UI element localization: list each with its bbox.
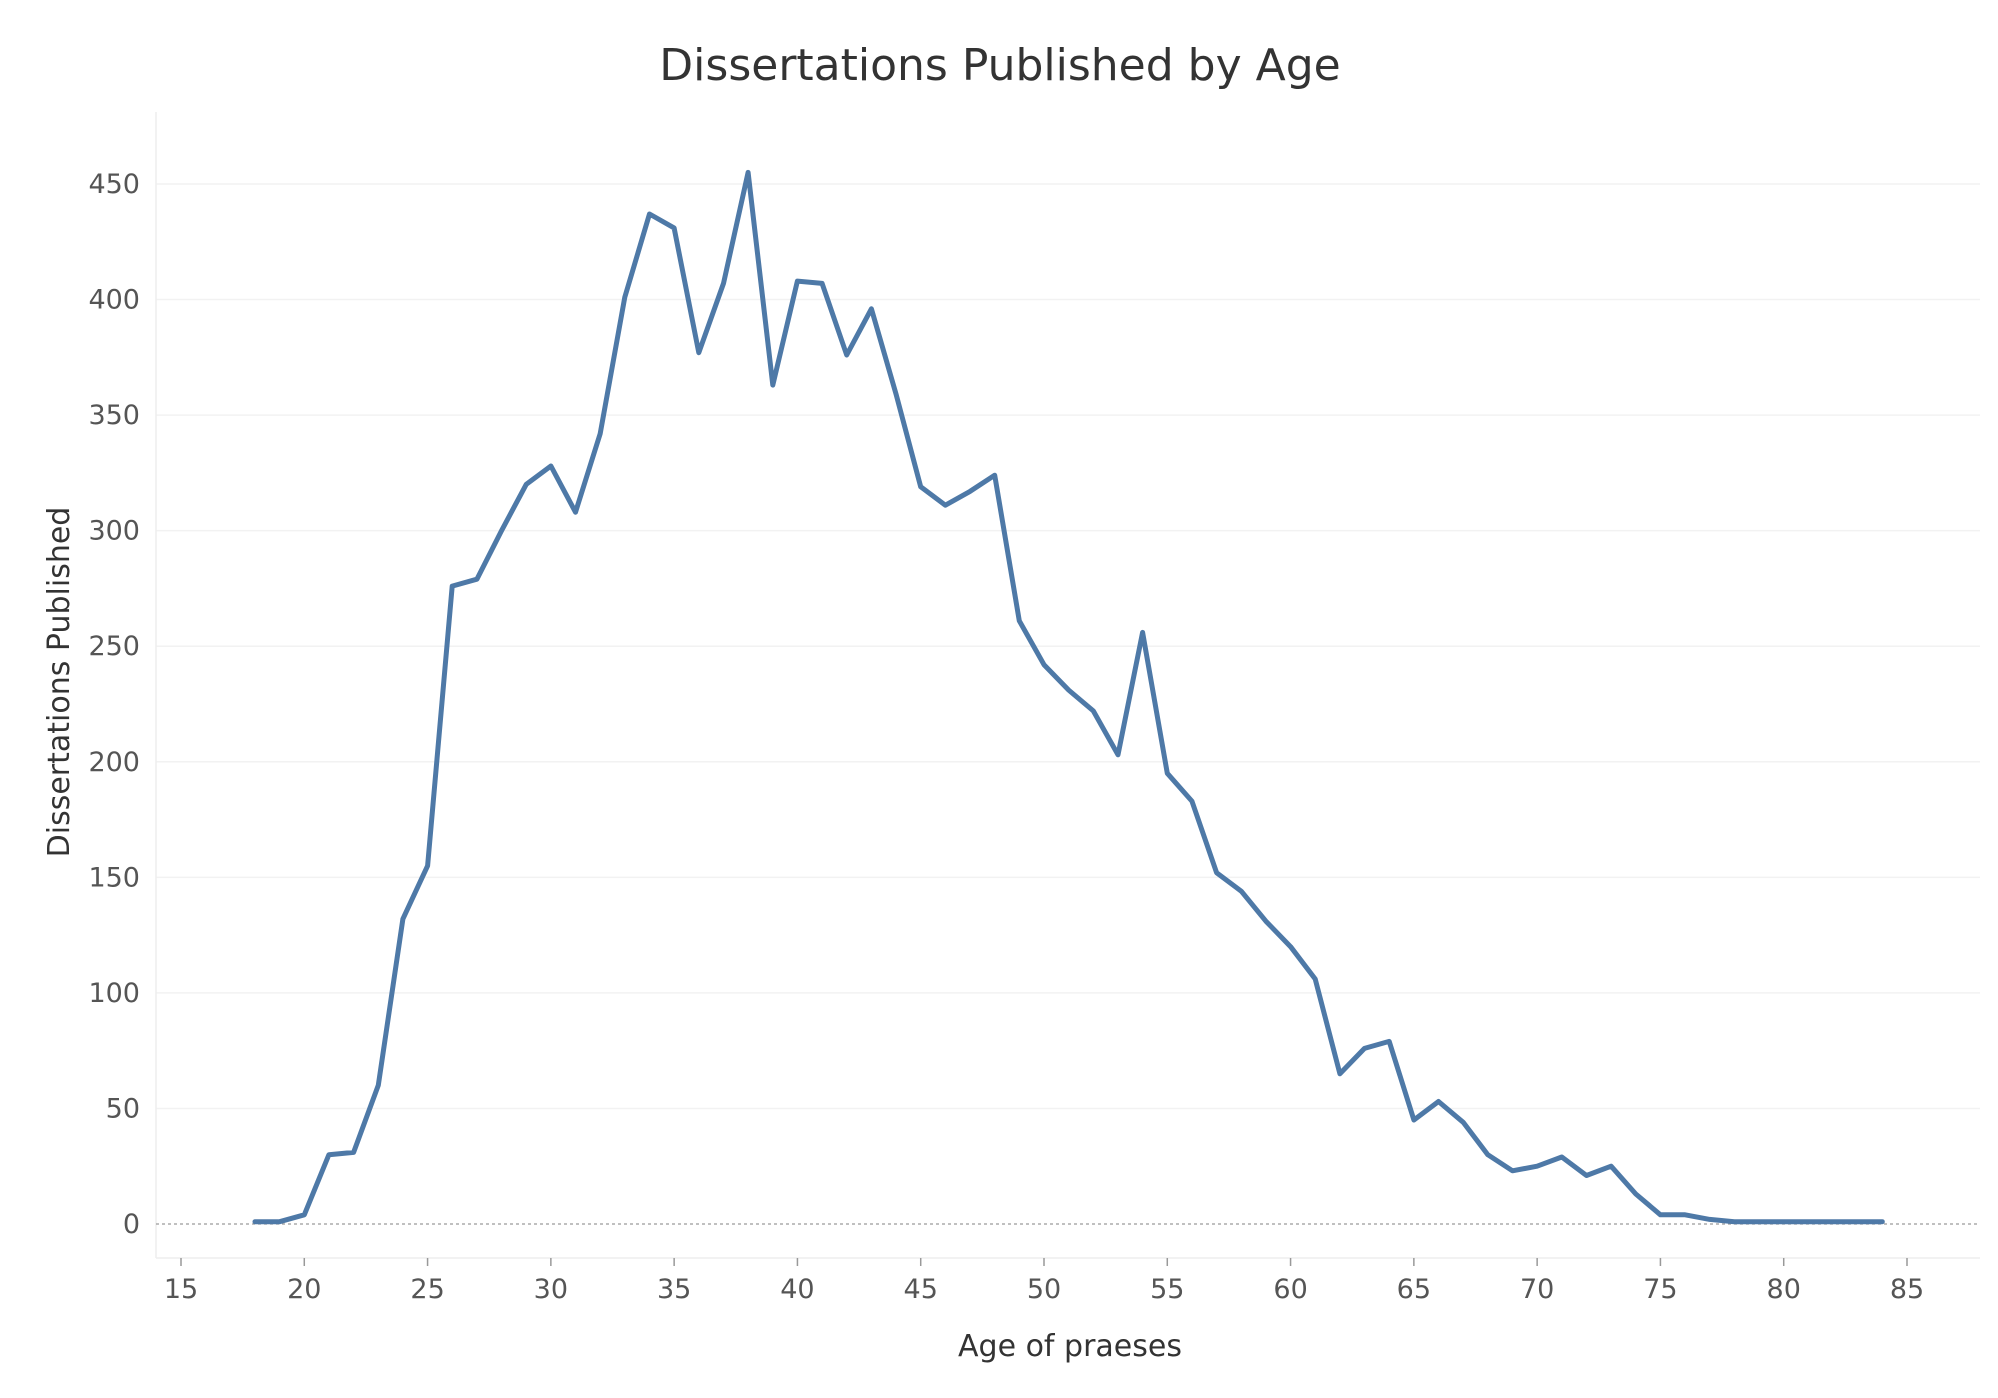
y-tick-label: 200 <box>88 747 140 778</box>
chart-title: Dissertations Published by Age <box>659 40 1340 91</box>
x-tick-label: 75 <box>1643 1274 1677 1305</box>
y-tick-label: 350 <box>88 400 140 431</box>
y-tick-label: 150 <box>88 862 140 893</box>
x-tick-label: 45 <box>904 1274 938 1305</box>
x-tick-label: 85 <box>1890 1274 1924 1305</box>
y-tick-label: 50 <box>106 1093 140 1124</box>
x-tick-label: 30 <box>534 1274 568 1305</box>
x-tick-label: 70 <box>1520 1274 1554 1305</box>
x-axis-ticks: 15 20 25 30 35 40 45 50 55 60 65 70 75 80 85 <box>164 1258 1924 1305</box>
series-line <box>252 169 1885 1225</box>
x-tick-label: 40 <box>780 1274 814 1305</box>
y-tick-label: 400 <box>88 285 140 316</box>
x-tick-label: 50 <box>1027 1274 1061 1305</box>
x-tick-label: 15 <box>164 1274 198 1305</box>
x-tick-label: 60 <box>1273 1274 1307 1305</box>
x-axis-label: Age of praeses <box>958 1329 1182 1364</box>
y-tick-label: 0 <box>123 1209 140 1240</box>
y-axis-label: Dissertations Published <box>42 507 77 858</box>
x-tick-label: 80 <box>1767 1274 1801 1305</box>
x-tick-label: 55 <box>1150 1274 1184 1305</box>
series-lines <box>252 169 1885 1225</box>
y-axis-ticks: 0 50 100 150 200 250 300 350 400 450 <box>88 169 140 1240</box>
y-tick-label: 100 <box>88 978 140 1009</box>
x-tick-label: 65 <box>1397 1274 1431 1305</box>
y-tick-label: 250 <box>88 631 140 662</box>
x-tick-label: 25 <box>410 1274 444 1305</box>
x-tick-label: 35 <box>657 1274 691 1305</box>
x-tick-label: 20 <box>287 1274 321 1305</box>
y-tick-label: 300 <box>88 516 140 547</box>
y-tick-label: 450 <box>88 169 140 200</box>
gridlines <box>156 183 1980 1110</box>
